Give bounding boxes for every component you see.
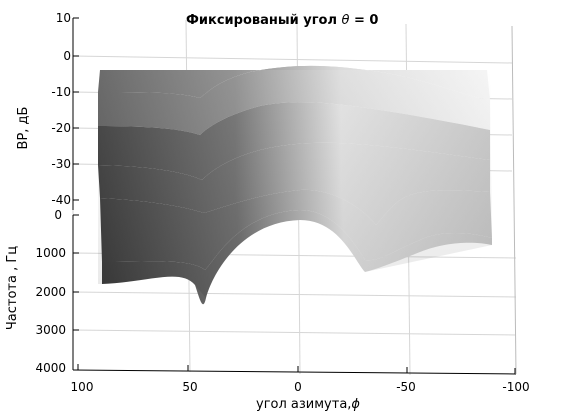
x-axis-line bbox=[72, 369, 517, 375]
surface-shading bbox=[98, 70, 492, 298]
z-tick-label: 10 bbox=[56, 11, 71, 25]
y-tick-label: 4000 bbox=[35, 361, 66, 375]
z-tick-label: -20 bbox=[51, 121, 71, 135]
z-tick-label: -10 bbox=[51, 85, 71, 99]
x-tick-label: 50 bbox=[182, 380, 197, 394]
y-tick-label: 0 bbox=[54, 208, 62, 222]
x-tick-label: 0 bbox=[294, 380, 302, 394]
labels: Фиксированый угол θ = 0 10 0 -10 -20 -30… bbox=[5, 11, 530, 412]
z-axis-label: ВР, дБ bbox=[16, 107, 31, 150]
surface-mesh bbox=[98, 65, 492, 305]
z-tick-label: -30 bbox=[51, 157, 71, 171]
x-tick-label: -50 bbox=[396, 380, 416, 394]
axes bbox=[72, 17, 517, 375]
z-tick-label: -40 bbox=[51, 193, 71, 207]
grid-line bbox=[72, 329, 517, 336]
y-axis-label: Частота , Гц bbox=[5, 246, 20, 330]
right-axis-line bbox=[511, 25, 517, 375]
y-tick-label: 1000 bbox=[35, 246, 66, 260]
grid-line bbox=[72, 55, 513, 64]
x-tick-label: -100 bbox=[502, 380, 529, 394]
y-tick-label: 2000 bbox=[35, 285, 66, 299]
x-axis-label: угол азимута,ϕ bbox=[256, 397, 360, 412]
z-tick-label: 0 bbox=[63, 49, 71, 63]
x-tick-label: 100 bbox=[71, 380, 94, 394]
y-tick-label: 3000 bbox=[35, 323, 66, 337]
chart-title: Фиксированый угол θ = 0 bbox=[186, 13, 378, 28]
grid-line bbox=[72, 291, 517, 298]
